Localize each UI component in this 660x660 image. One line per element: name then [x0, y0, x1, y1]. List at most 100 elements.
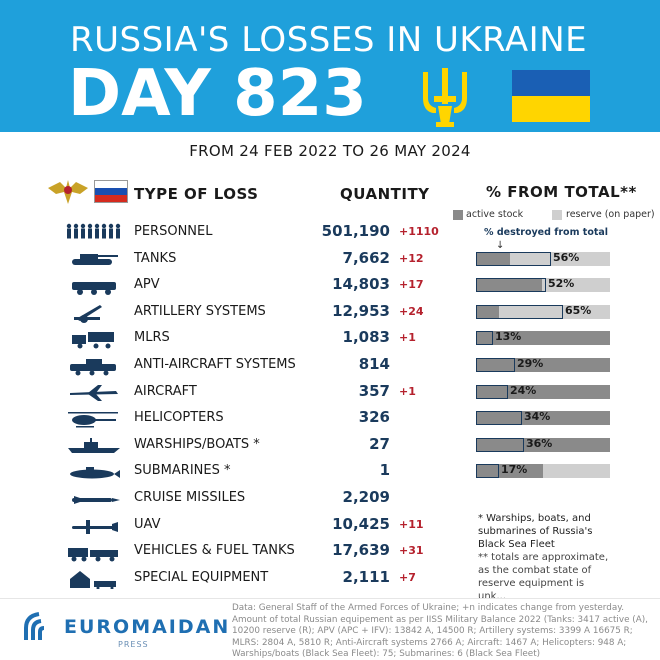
loss-quantity: 357: [358, 381, 390, 400]
reserve-segment: [499, 304, 610, 319]
legend-reserve-label: reserve (on paper): [566, 209, 655, 220]
destroyed-segment: [476, 411, 522, 426]
active-stock-segment: [476, 331, 610, 346]
loss-quantity: 10,425: [332, 514, 390, 533]
destroyed-segment: [476, 358, 515, 372]
loss-type-label: MLRS: [134, 330, 170, 346]
daily-change: +17: [399, 278, 424, 292]
percent-bar: 56%: [476, 250, 610, 266]
percent-bar: 65%: [476, 303, 610, 319]
daily-change: +1: [399, 384, 416, 398]
percent-bar: 17%: [476, 463, 610, 479]
percent-bar: 24%: [476, 383, 610, 399]
destroyed-percent-label: 13%: [495, 330, 522, 344]
ukraine-flag-icon: [512, 70, 590, 122]
warship-icon: [68, 437, 120, 453]
apv-icon: [72, 282, 116, 296]
destroyed-segment: [476, 278, 546, 293]
footnote-warships: * Warships, boats, and submarines of Rus…: [478, 513, 593, 550]
daily-change: +1110: [399, 225, 439, 238]
loss-quantity: 7,662: [342, 248, 390, 267]
active-stock-segment: [476, 464, 543, 479]
aircraft-icon: [70, 384, 118, 401]
loss-quantity: 1: [379, 461, 390, 480]
loss-quantity: 326: [358, 408, 390, 427]
loss-quantity: 17,639: [332, 541, 390, 560]
loss-quantity: 814: [358, 355, 390, 373]
loss-quantity: 27: [369, 434, 390, 453]
mlrs-icon: [72, 332, 114, 349]
loss-type-label: SUBMARINES *: [134, 463, 231, 479]
data-source-note: Data: General Staff of the Armed Forces …: [232, 603, 648, 659]
column-header-quantity: QUANTITY: [340, 185, 430, 203]
vehicles-icon: [68, 548, 118, 562]
loss-type-label: CRUISE MISSILES: [134, 490, 246, 505]
destroyed-segment: [476, 251, 551, 266]
destroyed-percent-label: 17%: [501, 463, 528, 477]
destroyed-percent-label: 52%: [548, 277, 575, 291]
loss-quantity: 2,111: [342, 567, 390, 586]
destroyed-percent-label: 24%: [510, 383, 537, 397]
loss-type-label: HELICOPTERS: [134, 410, 224, 426]
percent-bar: 13%: [476, 330, 610, 346]
percent-bar: 29%: [476, 357, 610, 372]
russia-flag-icon: [94, 180, 128, 203]
submarine-icon: [70, 467, 120, 479]
active-stock-segment: [476, 251, 510, 266]
loss-quantity: 2,209: [342, 488, 390, 506]
anti-aircraft-icon: [70, 359, 116, 376]
daily-change: +24: [399, 304, 424, 318]
destroyed-percent-label: 65%: [565, 303, 592, 317]
reserve-segment: [543, 464, 610, 479]
russian-army-emblem-icon: [48, 180, 88, 204]
cruise-missile-icon: [72, 496, 120, 504]
euromaidan-logo-icon: [24, 612, 45, 640]
tank-icon: [72, 253, 118, 265]
daily-change: +12: [399, 251, 424, 265]
column-header-percent: % FROM TOTAL**: [486, 183, 637, 201]
legend-active-swatch: [453, 210, 463, 220]
footer-divider: [0, 598, 660, 599]
percent-bar: 34%: [476, 410, 610, 426]
daily-change: +11: [399, 517, 424, 531]
active-stock-segment: [476, 278, 542, 293]
active-stock-segment: [476, 437, 610, 452]
logo-text: EUROMAIDAN: [64, 616, 231, 638]
loss-quantity: 1,083: [342, 328, 390, 347]
loss-type-label: TANKS: [134, 250, 177, 266]
loss-type-label: SPECIAL EQUIPMENT: [134, 569, 269, 585]
active-stock-segment: [476, 411, 610, 426]
active-stock-segment: [476, 384, 610, 399]
percent-bar: 36%: [476, 437, 610, 452]
legend-active-label: active stock: [466, 209, 524, 220]
daily-change: +7: [399, 570, 416, 584]
reserve-segment: [542, 278, 610, 293]
percent-bar: 52%: [476, 277, 610, 293]
loss-quantity: 12,953: [332, 301, 390, 320]
loss-quantity: 501,190: [321, 222, 390, 240]
loss-quantity: 14,803: [332, 275, 390, 294]
special-equipment-icon: [70, 570, 116, 589]
trident-icon: [423, 68, 467, 127]
destroyed-segment: [476, 304, 563, 319]
artillery-icon: [74, 304, 102, 323]
loss-type-label: ANTI-AIRCRAFT SYSTEMS: [134, 357, 296, 372]
page-title: RUSSIA'S LOSSES IN UKRAINE: [70, 20, 588, 60]
destroyed-percent-label: 29%: [517, 357, 544, 370]
uav-icon: [72, 519, 118, 534]
personnel-icon: [66, 223, 121, 239]
footnote-totals: ** totals are approximate, as the combat…: [478, 552, 609, 602]
destroyed-segment: [476, 464, 499, 479]
destroyed-percent-label: 34%: [524, 410, 551, 424]
loss-type-label: PERSONNEL: [134, 224, 213, 239]
daily-change: +31: [399, 544, 424, 558]
reserve-segment: [510, 251, 610, 266]
loss-type-label: UAV: [134, 516, 161, 532]
column-header-type: TYPE OF LOSS: [134, 185, 259, 203]
destroyed-percent-label: 56%: [553, 250, 580, 264]
down-arrow-icon: ↓: [496, 240, 505, 251]
destroyed-segment: [476, 331, 493, 346]
loss-type-label: ARTILLERY SYSTEMS: [134, 303, 266, 319]
destroyed-segment: [476, 437, 524, 452]
active-stock-segment: [476, 358, 610, 372]
